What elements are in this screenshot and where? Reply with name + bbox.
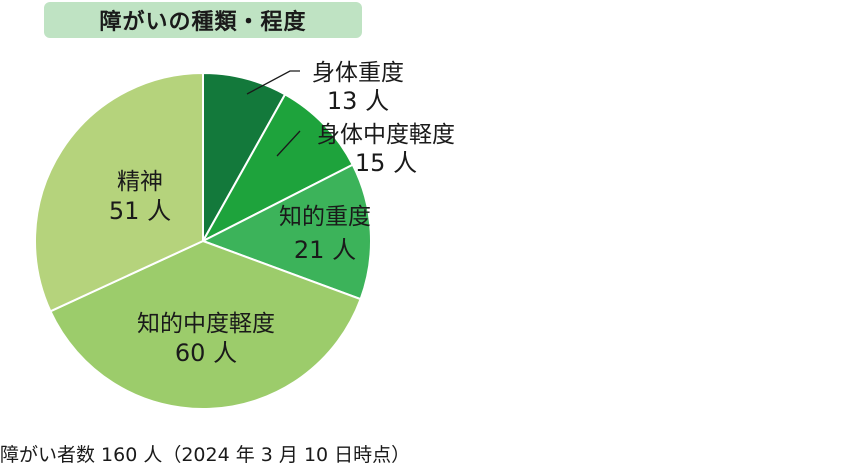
leader-line-2 [276, 130, 301, 157]
slice-label-1: 身体重度 [312, 60, 404, 86]
slice-value-5: 51 人 [109, 197, 171, 225]
pie-slice-3 [200, 163, 372, 301]
pie-slices [34, 71, 372, 410]
leader-lines [246, 70, 301, 157]
slice-value-1: 13 人 [327, 87, 389, 115]
pie-slice-4 [49, 239, 362, 410]
leader-line-1 [246, 70, 300, 95]
slice-value-3: 21 人 [294, 236, 356, 264]
slice-value-4: 60 人 [175, 339, 237, 367]
pie-slice-2 [200, 93, 355, 244]
pie-slice-5 [34, 71, 204, 313]
chart-title-text: 障がいの種類・程度 [99, 10, 307, 35]
footnote: 障がい者数 160 人（2024 年 3 月 10 日時点） [0, 444, 411, 466]
slice-value-2: 15 人 [355, 149, 417, 177]
slice-label-5: 精神 [117, 169, 163, 195]
chart-title: 障がいの種類・程度 [44, 2, 362, 38]
slice-label-3: 知的重度 [279, 204, 371, 230]
slice-label-2: 身体中度軽度 [317, 122, 455, 148]
slice-label-4: 知的中度軽度 [137, 311, 275, 337]
